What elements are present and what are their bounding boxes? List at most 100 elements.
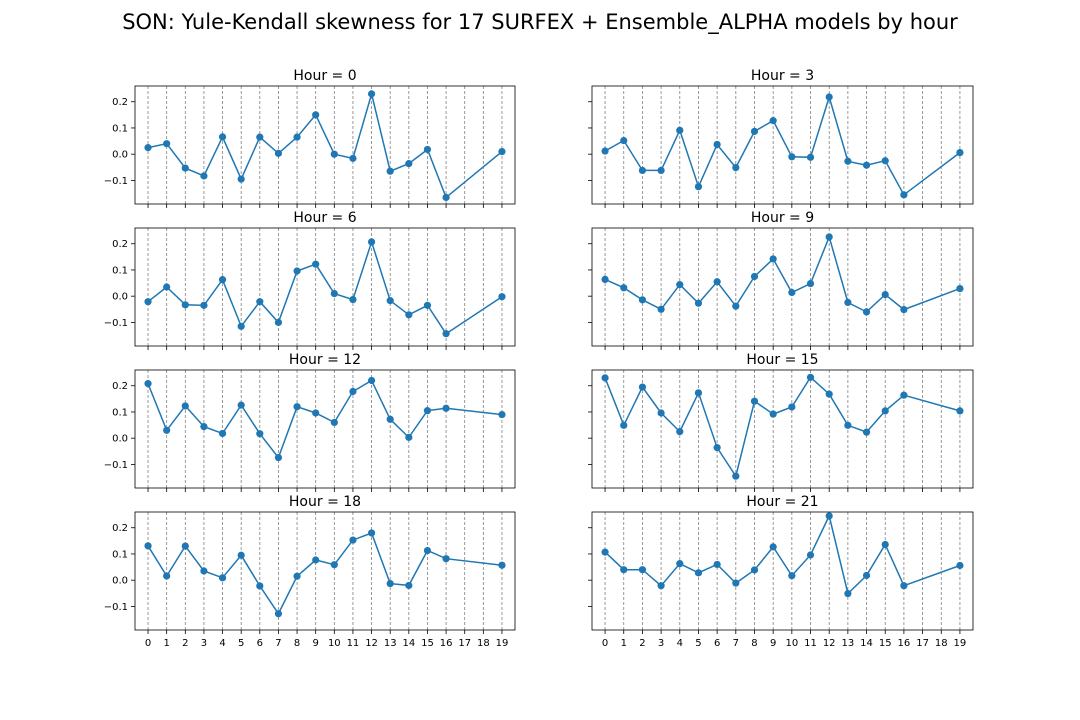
x-tick-label: 5 xyxy=(695,638,701,649)
axes-frame xyxy=(134,511,516,631)
data-point xyxy=(620,284,628,292)
y-tick-label: −0.1 xyxy=(104,460,128,471)
x-tick-label: 17 xyxy=(916,638,929,649)
data-point xyxy=(200,567,208,575)
data-point xyxy=(163,140,171,148)
x-tick-label: 9 xyxy=(312,638,318,649)
data-point xyxy=(713,140,721,149)
data-point xyxy=(900,391,908,399)
axes-frame xyxy=(591,511,974,631)
series-line xyxy=(147,379,503,460)
x-tick-label: 0 xyxy=(602,638,608,649)
x-tick-label: 7 xyxy=(275,638,281,649)
data-point xyxy=(256,298,264,306)
data-point xyxy=(732,163,740,172)
subplot-title: Hour = 0 xyxy=(293,68,356,84)
data-point xyxy=(788,153,796,161)
data-point xyxy=(200,301,208,309)
data-point xyxy=(844,157,852,165)
x-tick-label: 3 xyxy=(201,638,207,649)
data-point xyxy=(806,373,815,381)
subplot-panel: Hour = 180 1 2 3 4 5 6 7 8 9 10 11 12 13 14 15 16 17 18 190… xyxy=(104,494,516,649)
data-point xyxy=(274,610,283,618)
data-point xyxy=(657,582,665,590)
data-point xyxy=(694,299,703,307)
series-line xyxy=(147,90,503,199)
data-point xyxy=(367,529,376,537)
data-point xyxy=(423,145,432,154)
x-tick-label: 6 xyxy=(257,638,263,649)
x-tick-label: 10 xyxy=(785,638,798,649)
data-point xyxy=(163,426,171,434)
x-tick-label: 4 xyxy=(219,638,225,649)
data-point xyxy=(844,421,852,429)
data-point xyxy=(825,233,833,241)
y-tick-label: 0.1 xyxy=(112,549,128,560)
x-tick-label: 6 xyxy=(714,638,720,649)
x-tick-label: 1 xyxy=(163,638,169,649)
data-point xyxy=(386,167,394,175)
y-tick-label: 0.0 xyxy=(112,576,128,587)
data-point xyxy=(442,193,450,202)
data-point xyxy=(825,512,833,520)
x-tick-label: 16 xyxy=(440,638,453,649)
data-point xyxy=(620,566,628,574)
data-point xyxy=(405,311,413,319)
x-tick-label: 15 xyxy=(421,638,434,649)
subplot-panel: Hour = 9 xyxy=(588,210,974,350)
x-tick-label: 9 xyxy=(770,638,776,649)
data-point xyxy=(237,401,245,409)
data-point xyxy=(601,374,609,382)
data-point xyxy=(349,536,357,544)
data-point xyxy=(694,183,703,191)
data-point xyxy=(274,149,283,157)
axes-frame xyxy=(134,369,516,489)
subplot-title: Hour = 15 xyxy=(746,352,818,368)
subplot-panel: Hour = 3 xyxy=(588,68,974,208)
axes-frame xyxy=(134,85,516,205)
subplot-title: Hour = 21 xyxy=(746,494,818,510)
data-point xyxy=(442,404,450,412)
subplot-panel: Hour = 0 0.2 0.1 0.0 −0.1 xyxy=(104,68,516,208)
data-point xyxy=(312,409,320,417)
data-point xyxy=(601,548,609,556)
data-point xyxy=(405,581,413,590)
data-point xyxy=(713,444,721,452)
subplot-title: Hour = 3 xyxy=(751,68,814,84)
data-point xyxy=(713,278,721,286)
data-point xyxy=(163,572,171,580)
data-point xyxy=(498,561,506,569)
data-point xyxy=(956,561,964,570)
y-tick-label: −0.1 xyxy=(104,318,128,329)
y-tick-label: −0.1 xyxy=(104,176,128,187)
data-point xyxy=(769,543,777,551)
data-point xyxy=(349,154,357,162)
y-tick-label: 0.2 xyxy=(112,523,128,534)
series-line xyxy=(147,239,503,335)
data-point xyxy=(862,571,871,580)
data-point xyxy=(676,428,684,436)
x-tick-label: 19 xyxy=(496,638,509,649)
data-point xyxy=(844,589,852,598)
data-point xyxy=(806,551,815,559)
data-point xyxy=(825,93,833,101)
x-tick-label: 19 xyxy=(954,638,967,649)
data-point xyxy=(312,260,320,268)
data-point xyxy=(442,555,450,563)
data-point xyxy=(181,301,189,309)
data-point xyxy=(330,561,338,569)
data-point xyxy=(862,161,871,169)
data-point xyxy=(900,582,908,590)
subplot-panel: Hour = 210 1 2 3 4 5 6 7 8 9 10 11 12 13 14 15 16 17 18 19 xyxy=(588,494,974,649)
data-point xyxy=(638,566,647,574)
data-point xyxy=(423,301,432,309)
data-point xyxy=(144,380,152,388)
x-tick-label: 12 xyxy=(365,638,378,649)
x-tick-label: 2 xyxy=(182,638,188,649)
data-point xyxy=(293,572,301,580)
data-point xyxy=(330,418,338,427)
axes-frame xyxy=(134,227,516,347)
data-point xyxy=(825,390,833,398)
data-point xyxy=(498,410,506,419)
data-point xyxy=(732,302,740,310)
